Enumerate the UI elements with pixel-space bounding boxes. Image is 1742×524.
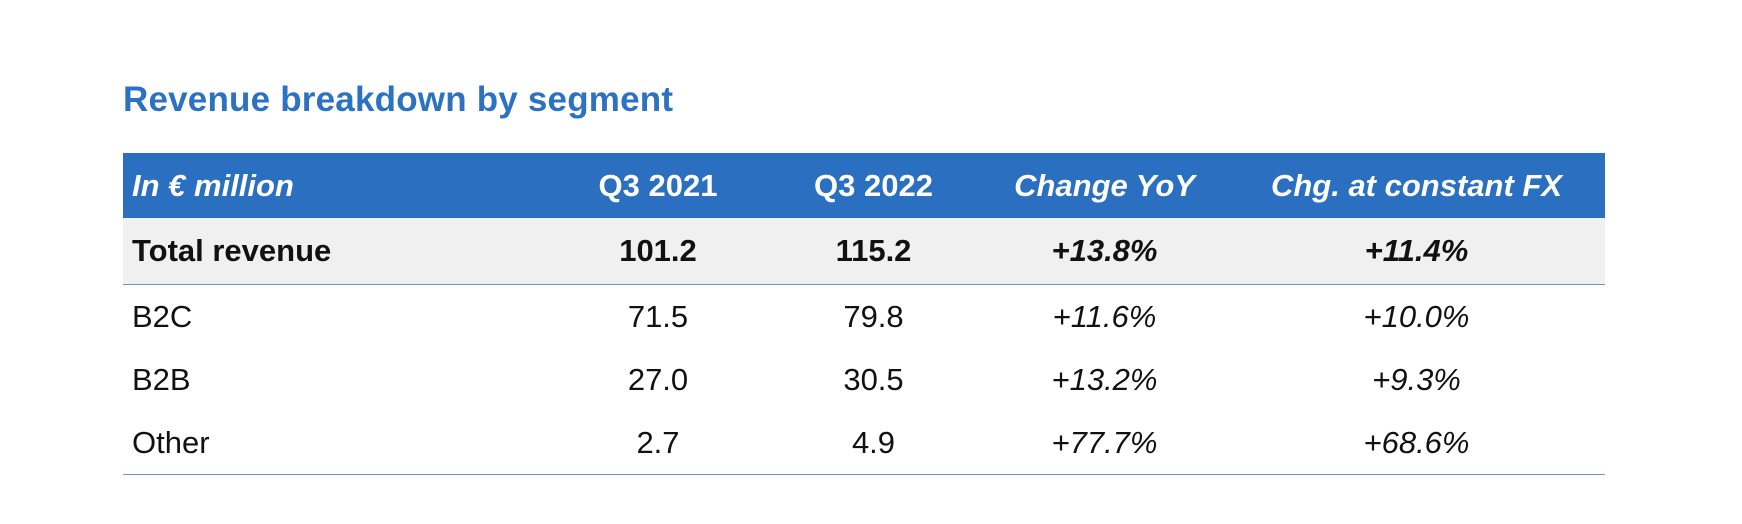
total-change-yoy: +13.8% (981, 218, 1228, 285)
total-q3-2021: 101.2 (550, 218, 766, 285)
table-row-b2b: B2B 27.0 30.5 +13.2% +9.3% (123, 348, 1605, 411)
total-chg-constant-fx: +11.4% (1228, 218, 1605, 285)
cell-q3-2022: 79.8 (843, 298, 904, 334)
total-revenue-label: Total revenue (123, 218, 550, 285)
cell-chg-constant-fx: +10.0% (1363, 298, 1470, 334)
cell-chg-constant-fx: +9.3% (1372, 361, 1461, 397)
table-title: Revenue breakdown by segment (123, 80, 674, 119)
table-row-b2c: B2C 71.5 79.8 +11.6% +10.0% (123, 285, 1605, 349)
cell-chg-constant-fx: +68.6% (1228, 411, 1605, 475)
total-revenue-row: Total revenue 101.2 115.2 +13.8% +11.4% (123, 218, 1605, 285)
cell-q3-2022: 4.9 (766, 411, 981, 475)
revenue-table: In € million Q3 2021 Q3 2022 Change YoY … (123, 153, 1605, 475)
cell-q3-2021: 27.0 (627, 361, 689, 397)
table-row-other: Other 2.7 4.9 +77.7% +68.6% (123, 411, 1605, 475)
header-change-yoy: Change YoY (981, 153, 1228, 218)
header-q3-2021: Q3 2021 (550, 153, 766, 218)
cell-q3-2021: 2.7 (550, 411, 766, 475)
cell-change-yoy: +77.7% (981, 411, 1228, 475)
cell-change-yoy: +11.6% (1052, 298, 1157, 334)
row-label: B2B (132, 361, 191, 397)
header-q3-2022: Q3 2022 (766, 153, 981, 218)
header-unit: In € million (123, 153, 550, 218)
total-q3-2022: 115.2 (766, 218, 981, 285)
row-label: B2C (132, 298, 193, 334)
header-chg-constant-fx: Chg. at constant FX (1228, 153, 1605, 218)
row-label: Other (123, 411, 550, 475)
cell-change-yoy: +13.2% (1051, 361, 1158, 397)
table-header-row: In € million Q3 2021 Q3 2022 Change YoY … (123, 153, 1605, 218)
cell-q3-2022: 30.5 (843, 361, 904, 397)
cell-q3-2021: 71.5 (627, 298, 689, 334)
